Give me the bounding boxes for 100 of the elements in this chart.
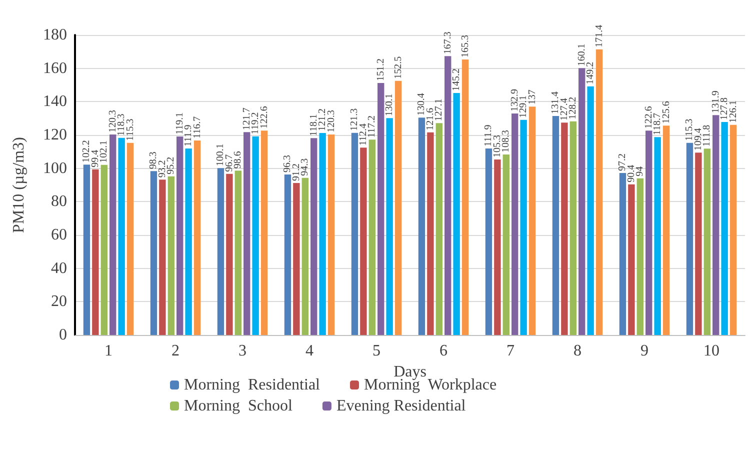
data-label: 116.7 <box>192 116 203 138</box>
x-tick-label: 7 <box>506 342 514 360</box>
bar <box>378 83 384 335</box>
data-label: 98.6 <box>232 151 244 169</box>
data-label: 97.2 <box>617 154 628 171</box>
bar <box>394 80 402 335</box>
bar <box>730 124 737 335</box>
data-label: 125.6 <box>660 101 672 124</box>
bar <box>126 142 134 335</box>
data-label: 137 <box>526 90 538 105</box>
y-tick-label: 100 <box>43 160 67 177</box>
bar <box>252 136 259 335</box>
bar <box>150 171 158 335</box>
bar <box>194 140 201 335</box>
data-label: 122.6 <box>258 106 270 129</box>
bar <box>159 180 166 335</box>
data-label: 102.2 <box>81 140 92 163</box>
x-tick-label: 10 <box>704 342 720 360</box>
x-tick-label: 5 <box>372 342 380 360</box>
data-label: 121.6 <box>424 108 436 130</box>
data-label: 119.1 <box>174 112 186 134</box>
y-tick-label: 20 <box>51 293 67 310</box>
bar <box>512 114 518 335</box>
data-label: 118.1 <box>308 114 320 136</box>
data-label: 96.3 <box>282 155 294 172</box>
bar <box>83 164 90 335</box>
x-tick-label: 9 <box>640 342 648 360</box>
legend-label: Evening Residential <box>336 398 466 414</box>
data-label: 149.2 <box>585 62 596 84</box>
y-axis-title: PM10 (µg/m3) <box>10 137 28 233</box>
bar <box>721 122 728 335</box>
data-label: 160.1 <box>576 44 588 66</box>
bar <box>494 160 501 335</box>
bar <box>118 138 125 335</box>
legend-label: Morning School <box>184 398 293 414</box>
data-label: 111.8 <box>702 124 713 147</box>
bar <box>587 86 594 335</box>
bar <box>319 133 326 335</box>
data-label: 129.1 <box>518 95 530 118</box>
bar <box>712 115 720 335</box>
bar <box>244 132 250 335</box>
bar <box>686 142 694 335</box>
y-tick-label: 140 <box>43 93 67 110</box>
x-axis-title: Days <box>394 363 426 380</box>
bar <box>662 126 670 335</box>
bar <box>293 183 300 335</box>
bar <box>168 176 174 335</box>
data-label: 130.1 <box>384 94 396 116</box>
y-tick-label: 160 <box>43 60 67 77</box>
bar <box>628 184 635 335</box>
bar <box>386 118 393 335</box>
data-label: 115.3 <box>684 118 696 141</box>
bar <box>485 148 492 335</box>
x-tick-label: 8 <box>574 342 582 360</box>
data-label: 120.3 <box>326 110 337 132</box>
legend-label: Morning Residential <box>184 376 321 394</box>
bar <box>570 121 576 335</box>
data-label: 90.4 <box>626 164 637 182</box>
y-tick-label: 180 <box>43 26 67 44</box>
bar <box>578 68 586 335</box>
data-label: 126.1 <box>728 100 739 123</box>
data-label: 108.3 <box>500 130 512 152</box>
data-label: 151.2 <box>375 58 386 81</box>
data-label: 115.3 <box>124 118 136 141</box>
y-tick-label: 0 <box>59 326 67 344</box>
data-label: 93.2 <box>156 160 168 178</box>
bar <box>217 168 224 335</box>
bar <box>695 152 702 335</box>
data-label: 145.2 <box>451 68 462 91</box>
bar <box>284 174 292 335</box>
bar <box>185 148 192 335</box>
bar <box>302 178 308 335</box>
data-label: 112.4 <box>358 124 369 146</box>
bar <box>552 116 560 335</box>
bar <box>444 56 452 335</box>
bar <box>520 120 527 335</box>
data-label: 118.7 <box>652 113 664 136</box>
data-label: 105.3 <box>492 135 503 158</box>
data-label: 96.7 <box>224 154 235 172</box>
data-label: 102.1 <box>98 140 110 163</box>
bar <box>528 106 536 335</box>
bar <box>100 164 108 335</box>
bar <box>260 130 268 335</box>
bar <box>360 148 367 335</box>
data-label: 94.3 <box>300 158 311 176</box>
data-label: 165.3 <box>460 35 471 58</box>
bar <box>427 132 434 335</box>
data-label: 121.3 <box>349 108 360 131</box>
x-tick-label: 3 <box>238 342 246 360</box>
bar <box>704 148 710 335</box>
data-label: 132.9 <box>509 89 520 112</box>
data-label: 98.3 <box>148 152 160 170</box>
data-label: 127.1 <box>434 98 445 122</box>
data-label: 130.4 <box>416 93 428 116</box>
bar <box>596 49 603 335</box>
x-tick-label: 1 <box>104 342 112 360</box>
y-tick-label: 120 <box>43 126 67 144</box>
bar <box>453 93 460 335</box>
data-label: 100.1 <box>215 144 226 166</box>
bar <box>636 178 644 335</box>
